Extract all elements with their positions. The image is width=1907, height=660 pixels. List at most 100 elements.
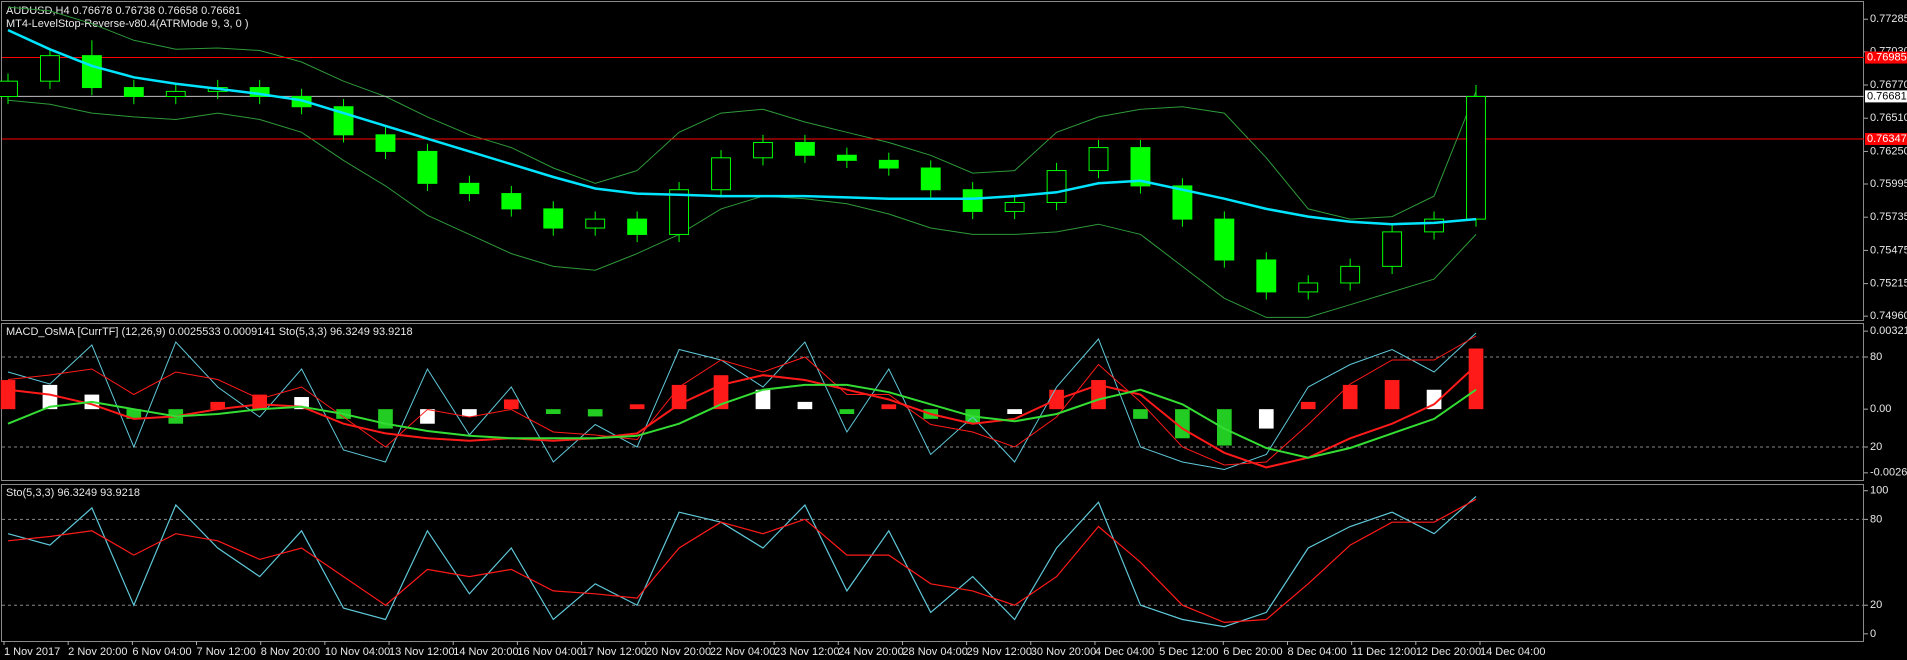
level-tag <box>1865 51 1907 64</box>
level-label: 0.76347 <box>1867 133 1907 145</box>
histogram-bar <box>881 404 897 410</box>
x-tick-label: 1 Nov 2017 <box>4 646 60 658</box>
histogram-bar <box>503 399 519 410</box>
level-label: 0.76681 <box>1867 90 1907 102</box>
candle-body <box>291 96 312 108</box>
candle-body <box>543 208 564 229</box>
main-pane-frame <box>1 1 1864 321</box>
candle-body <box>585 218 606 229</box>
histogram-bar <box>1007 409 1022 415</box>
candle-body <box>1004 202 1025 212</box>
histogram-bar <box>629 404 645 410</box>
x-tick-label: 5 Dec 12:00 <box>1159 646 1218 658</box>
band-lower <box>7 99 1477 318</box>
x-tick-label: 20 Nov 20:00 <box>646 646 711 658</box>
candle-body <box>1340 265 1361 284</box>
macd-line <box>7 364 1477 469</box>
x-tick-label: 6 Dec 20:00 <box>1223 646 1282 658</box>
x-tick-label: 23 Nov 12:00 <box>774 646 839 658</box>
histogram-bar <box>1217 409 1232 446</box>
histogram-bar <box>420 409 435 424</box>
y-tick-label: 0.76510 <box>1870 112 1907 124</box>
level-tag <box>1865 133 1907 146</box>
y-tick-label: 0.75735 <box>1870 211 1907 223</box>
candle-body <box>878 159 899 169</box>
candle-body <box>962 189 983 212</box>
histogram-bar <box>0 380 16 410</box>
y-tick-label: 20 <box>1870 441 1882 453</box>
x-tick-label: 6 Nov 04:00 <box>132 646 191 658</box>
candle-body <box>669 189 690 235</box>
x-tick-label: 2 Nov 20:00 <box>68 646 127 658</box>
histogram-bar <box>1468 348 1484 410</box>
y-tick-label: 0.75475 <box>1870 244 1907 256</box>
x-tick-label: 10 Nov 04:00 <box>325 646 390 658</box>
y-tick-label: 0.76770 <box>1870 79 1907 91</box>
x-tick-label: 16 Nov 04:00 <box>517 646 582 658</box>
y-tick-label: 80 <box>1870 513 1882 525</box>
sto-line <box>7 495 1477 628</box>
candle-body <box>711 157 731 191</box>
histogram-bar <box>378 409 393 429</box>
x-tick-label: 8 Nov 20:00 <box>261 646 320 658</box>
y-tick-label: 0.00 <box>1870 403 1891 415</box>
histogram-bar <box>1133 409 1148 419</box>
candle-body <box>40 55 60 82</box>
histogram-bar <box>545 409 561 415</box>
candle-body <box>1088 147 1109 172</box>
sto-title: Sto(5,3,3) 96.3249 93.9218 <box>6 487 140 499</box>
candle-body <box>1214 218 1235 261</box>
candle-body <box>375 134 396 152</box>
y-tick-label: -0.002625 <box>1870 467 1907 479</box>
sto-pane-frame <box>1 484 1864 642</box>
histogram-bar <box>1426 389 1442 410</box>
histogram-bar <box>126 409 142 419</box>
histogram-bar <box>210 401 226 410</box>
y-tick-label: 0.75215 <box>1870 278 1907 290</box>
y-tick-label: 0.74960 <box>1870 310 1907 322</box>
x-tick-label: 7 Nov 12:00 <box>197 646 256 658</box>
sto-line <box>7 498 1477 624</box>
main-title: AUDUSD,H4 0.76678 0.76738 0.76658 0.7668… <box>6 5 241 17</box>
y-tick-label: 0.76250 <box>1870 145 1907 157</box>
level-label: 0.76985 <box>1867 51 1907 63</box>
x-tick-label: 22 Nov 04:00 <box>710 646 775 658</box>
candle-body <box>1382 231 1403 267</box>
candle-body <box>836 154 857 161</box>
y-tick-label: 0.77285 <box>1870 13 1907 25</box>
candle-body <box>1256 259 1277 293</box>
candle-body <box>165 90 186 98</box>
x-tick-label: 28 Nov 04:00 <box>902 646 967 658</box>
macd-line <box>7 383 1477 459</box>
macd-title: MACD_OsMA [CurrTF] (12,26,9) 0.0025533 0… <box>6 326 413 338</box>
histogram-bar <box>1091 380 1106 410</box>
x-tick-label: 30 Nov 20:00 <box>1031 646 1096 658</box>
indicator-title: MT4-LevelStop-Reverse-v80.4(ATRMode 9, 3… <box>6 18 249 30</box>
candle-body <box>0 80 18 98</box>
histogram-bar <box>587 409 603 417</box>
candle-body <box>627 218 648 235</box>
x-tick-label: 14 Dec 04:00 <box>1480 646 1545 658</box>
histogram-bar <box>1384 380 1400 410</box>
histogram-bar <box>797 401 813 410</box>
band-upper <box>7 6 1477 220</box>
candle-body <box>920 167 941 191</box>
x-tick-label: 8 Dec 04:00 <box>1287 646 1346 658</box>
sto-overlay <box>7 335 1477 466</box>
candle-body <box>1424 218 1444 233</box>
y-tick-label: 0.75995 <box>1870 178 1907 190</box>
candle-body <box>1466 96 1486 220</box>
y-tick-label: 0.003216 <box>1870 325 1907 337</box>
candle-body <box>1046 170 1067 204</box>
sto-overlay <box>7 332 1477 471</box>
histogram-bar <box>42 384 58 410</box>
candle-body <box>81 55 102 89</box>
x-tick-label: 29 Nov 12:00 <box>967 646 1032 658</box>
x-tick-label: 13 Nov 12:00 <box>389 646 454 658</box>
histogram-bar <box>1258 409 1274 429</box>
x-tick-label: 24 Nov 20:00 <box>838 646 903 658</box>
candle-body <box>1172 185 1193 220</box>
